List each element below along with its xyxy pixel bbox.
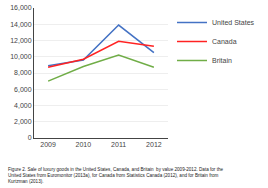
svg-text:Britain: Britain (212, 57, 232, 64)
svg-text:10,000: 10,000 (10, 53, 32, 60)
svg-text:United States: United States (212, 19, 255, 26)
svg-text:2011: 2011 (111, 141, 126, 148)
svg-text:12,000: 12,000 (10, 37, 32, 44)
svg-text:14,000: 14,000 (10, 21, 32, 28)
svg-text:2010: 2010 (76, 141, 92, 148)
svg-text:2009: 2009 (40, 141, 56, 148)
svg-text:6,000: 6,000 (14, 86, 32, 93)
svg-text:Canada: Canada (212, 38, 237, 45)
svg-text:8,000: 8,000 (14, 69, 32, 76)
svg-text:16,000: 16,000 (10, 4, 32, 11)
svg-text:4,000: 4,000 (14, 102, 32, 109)
svg-text:0: 0 (28, 134, 32, 141)
svg-text:2012: 2012 (146, 141, 162, 148)
svg-text:Figure 2. Sale of luxury goods: Figure 2. Sale of luxury goods in the Un… (8, 167, 223, 184)
svg-text:2,000: 2,000 (14, 118, 32, 125)
